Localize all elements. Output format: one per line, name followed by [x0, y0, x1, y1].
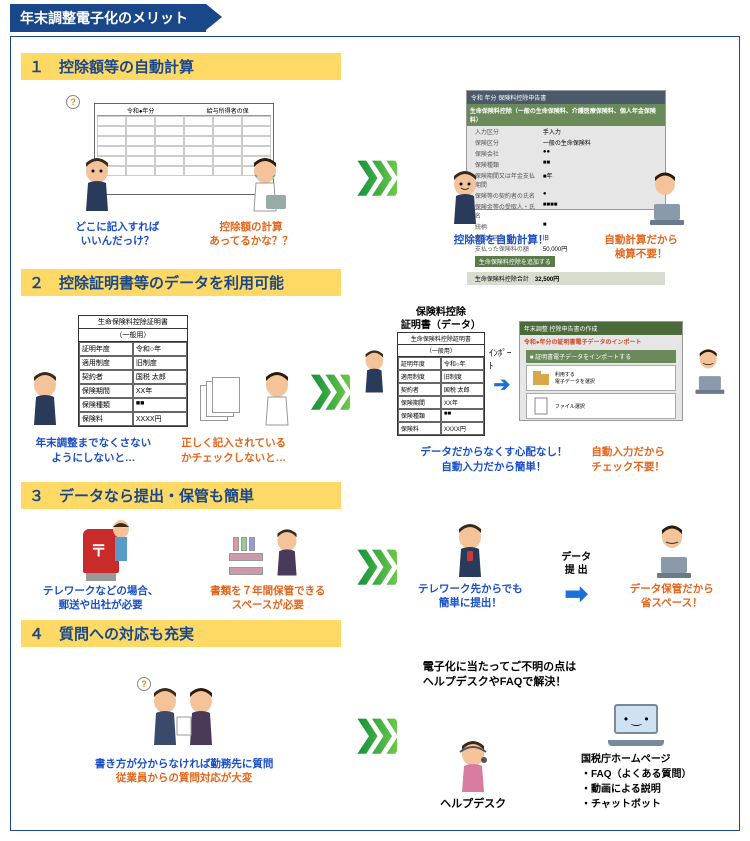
section-1-head: １ 控除額等の自動計算 [21, 53, 341, 80]
laptop-worker-icon [687, 345, 729, 397]
data-certificate: 生命保険料控除証明書 （一般用） 証明年度令和○年適用制度旧制度契約者国税 太郎… [397, 332, 485, 436]
caption-save-space: データ保管だから 省スペース！ [630, 582, 714, 610]
shelves-icon [229, 533, 267, 581]
checker-icon [254, 369, 300, 427]
paper-stack-icon [198, 375, 244, 427]
person-icon [356, 342, 393, 400]
arrow-icon: ❯❯❯ [353, 545, 396, 585]
app-screen: 令和 年分 保険料控除申告書 生命保険料控除（一般の生命保険料、介護医療保険料、… [466, 90, 666, 210]
certificate-paper: 生命保険料控除証明書 （一般用） 証明年度令和○年適用制度旧制度契約者国税 太郎… [78, 315, 188, 427]
file-icon [531, 396, 551, 416]
helpdesk-person-icon [448, 736, 498, 794]
homepage-title: 国税庁ホームページ [581, 752, 692, 767]
section-2-head: ２ 控除証明書等のデータを利用可能 [21, 269, 341, 296]
data-submit-label: データ 提 出 [561, 551, 591, 577]
caption-calc-ok: 控除額の計算 あってるかな？？ [209, 220, 292, 248]
laptop-smile-icon: • ‿ • [608, 704, 664, 748]
homepage-item: ・チャットボット [581, 797, 692, 812]
confused-person-icon [74, 155, 120, 213]
section-3-row: 〒 テレワークなどの場合、 郵送や出社が必要 書類を７年間保管できる スペースが… [21, 519, 729, 612]
file-worker-icon [267, 523, 307, 581]
arrow-icon: ❯❯❯ [353, 714, 396, 754]
caption-telework-submit: テレワーク先からでも 簡単に提出！ [418, 582, 523, 610]
phone-person-icon [447, 521, 493, 579]
import-screen: 年末調整 控除申告書の作成 令和●年分の証明書電子データのインポート ■ 証明書… [519, 321, 683, 421]
page-banner: 年末調整電子化のメリット [10, 4, 206, 32]
arrow-icon: ❯❯❯ [307, 370, 350, 410]
happy-worker-icon [442, 168, 488, 226]
homepage-item: ・FAQ（よくある質問） [581, 767, 692, 782]
caption-must-check: 正しく記入されている かチェックしないと… [181, 436, 286, 464]
section-3-head: ３ データなら提出・保管も簡単 [21, 482, 341, 509]
folder-icon [531, 368, 551, 388]
caption-data-safe: データだからなくす心配なし！ 自動入力だから簡単！ [420, 445, 567, 473]
section-2-row: 生命保険料控除証明書 （一般用） 証明年度令和○年適用制度旧制度契約者国税 太郎… [21, 306, 729, 473]
stressed-worker-icon [242, 155, 288, 213]
import-arrow-icon: ➔ [493, 372, 510, 397]
caption-telework-mail: テレワークなどの場合、 郵送や出社が必要 [43, 584, 159, 612]
caption-dont-lose: 年末調整までなくさない ようにしないと… [36, 436, 152, 464]
homepage-item: ・動画による説明 [581, 782, 692, 797]
person-mailing-icon [106, 519, 136, 565]
content-frame: １ 控除額等の自動計算 令和●年分給与所得者の保 ? どこに記入すれば いいんだ… [10, 36, 740, 831]
submit-arrow-icon: ➡ [564, 577, 587, 610]
caption-where-input: どこに記入すれば いいんだっけ？ [76, 220, 160, 248]
two-people-icon [141, 683, 227, 749]
section-4-head: ４ 質問への対応も充実 [21, 620, 341, 647]
laptop-worker-icon [647, 523, 697, 579]
helpdesk-label: ヘルプデスク [440, 797, 506, 812]
data-cert-label: 保険料控除 証明書（データ） [401, 306, 481, 332]
caption-helpdesk-top: 電子化に当たってご不明の点は ヘルプデスクやFAQで解決！ [423, 660, 729, 690]
import-label: ｲﾝﾎﾟｰﾄ [489, 346, 515, 372]
laptop-worker-icon [640, 170, 690, 226]
section-4-row: ? 書き方が分からなければ勤務先に質問 従業員からの質問対応が大変 ❯❯❯ 電子… [21, 657, 729, 812]
caption-auto-input: 自動入力だから チェック不要！ [591, 445, 665, 473]
section-1-row: 令和●年分給与所得者の保 ? どこに記入すれば いいんだっけ？ 控除額の計算 あ… [21, 90, 729, 261]
arrow-icon: ❯❯❯ [353, 156, 396, 196]
caption-ask-office: 書き方が分からなければ勤務先に質問 従業員からの質問対応が大変 [95, 757, 274, 785]
person-hold-paper-icon [22, 369, 68, 427]
caption-storage: 書類を７年間保管できる スペースが必要 [210, 584, 325, 612]
